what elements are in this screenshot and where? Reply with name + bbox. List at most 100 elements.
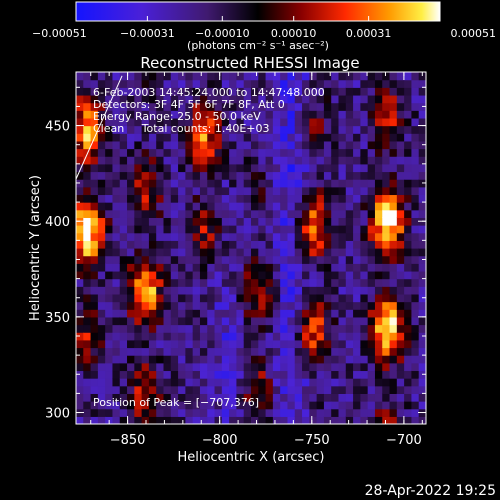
heatmap-cell xyxy=(214,309,223,318)
heatmap-cell xyxy=(141,278,150,287)
heatmap-cell xyxy=(280,270,289,280)
heatmap-cell xyxy=(163,156,172,165)
heatmap-cell xyxy=(272,72,281,81)
heatmap-cell xyxy=(134,156,143,165)
heatmap-cell xyxy=(90,316,99,326)
heatmap-cell xyxy=(163,194,172,203)
heatmap-cell xyxy=(287,316,296,326)
heatmap-cell xyxy=(323,94,332,104)
heatmap-cell xyxy=(251,125,259,134)
heatmap-cell xyxy=(163,248,172,257)
heatmap-cell xyxy=(280,202,289,211)
heatmap-cell xyxy=(119,408,128,417)
heatmap-cell xyxy=(221,286,230,295)
heatmap-cell xyxy=(229,225,238,234)
heatmap-cell xyxy=(83,316,92,326)
heatmap-cell xyxy=(221,125,230,134)
heatmap-cell xyxy=(192,255,201,264)
heatmap-cell xyxy=(192,301,201,310)
heatmap-cell xyxy=(331,209,340,218)
heatmap-cell xyxy=(374,117,383,127)
heatmap-cell xyxy=(367,263,376,272)
heatmap-cell xyxy=(360,248,369,257)
heatmap-cell xyxy=(316,286,325,295)
heatmap-cell xyxy=(90,339,99,349)
heatmap-cell xyxy=(389,117,398,127)
heatmap-cell xyxy=(302,225,310,234)
heatmap-cell xyxy=(258,248,267,257)
heatmap-cell xyxy=(90,408,99,417)
heatmap-cell xyxy=(382,225,391,234)
heatmap-cell xyxy=(382,370,391,379)
heatmap-cell xyxy=(272,286,281,295)
heatmap-cell xyxy=(105,117,114,127)
heatmap-cell xyxy=(367,278,376,287)
heatmap-cell xyxy=(258,110,267,119)
heatmap-cell xyxy=(134,393,143,402)
heatmap-cell xyxy=(90,202,99,211)
heatmap-cell xyxy=(418,316,426,326)
heatmap-cell xyxy=(389,225,398,234)
heatmap-cell xyxy=(294,186,303,196)
heatmap-cell xyxy=(411,179,420,188)
heatmap-cell xyxy=(265,133,274,142)
heatmap-cell xyxy=(389,87,398,96)
heatmap-cell xyxy=(170,370,179,379)
heatmap-cell xyxy=(127,102,135,111)
heatmap-cell xyxy=(258,301,267,310)
heatmap-cell xyxy=(221,270,230,280)
heatmap-cell xyxy=(396,209,405,218)
heatmap-cell xyxy=(243,110,252,119)
heatmap-cell xyxy=(185,378,194,387)
heatmap-cell xyxy=(331,347,340,356)
heatmap-cell xyxy=(214,148,223,157)
heatmap-cell xyxy=(389,171,398,180)
heatmap-cell xyxy=(389,202,398,211)
heatmap-cell xyxy=(251,248,259,257)
heatmap-cell xyxy=(148,140,157,150)
heatmap-cell xyxy=(156,278,165,287)
heatmap-cell xyxy=(353,232,361,241)
heatmap-cell xyxy=(411,378,420,387)
heatmap-cell xyxy=(119,171,128,180)
heatmap-cell xyxy=(170,270,179,280)
heatmap-cell xyxy=(192,194,201,203)
heatmap-cell xyxy=(97,408,106,417)
heatmap-cell xyxy=(214,248,223,257)
heatmap-cell xyxy=(258,416,267,424)
heatmap-cell xyxy=(360,278,369,287)
heatmap-cell xyxy=(83,240,92,249)
heatmap-cell xyxy=(404,370,413,379)
heatmap-cell xyxy=(156,362,165,372)
heatmap-cell xyxy=(178,117,186,127)
heatmap-cell xyxy=(396,94,405,104)
heatmap-cell xyxy=(229,171,238,180)
heatmap-cell xyxy=(258,125,267,134)
heatmap-cell xyxy=(156,293,165,303)
heatmap-cell xyxy=(338,416,347,424)
heatmap-cell xyxy=(141,194,150,203)
heatmap-cell xyxy=(411,94,420,104)
heatmap-cell xyxy=(236,148,245,157)
heatmap-cell xyxy=(258,117,267,127)
heatmap-cell xyxy=(345,355,354,364)
heatmap-cell xyxy=(396,194,405,203)
heatmap-cell xyxy=(97,133,106,142)
heatmap-cell xyxy=(294,416,303,424)
heatmap-cell xyxy=(83,408,92,417)
heatmap-cell xyxy=(229,217,238,226)
heatmap-cell xyxy=(404,225,413,234)
heatmap-cell xyxy=(323,209,332,218)
heatmap-cell xyxy=(302,209,310,218)
heatmap-cell xyxy=(374,163,383,173)
heatmap-cell xyxy=(221,378,230,387)
heatmap-cell xyxy=(374,339,383,349)
heatmap-cell xyxy=(309,102,318,111)
heatmap-cell xyxy=(345,225,354,234)
heatmap-cell xyxy=(309,87,318,96)
heatmap-cell xyxy=(258,309,267,318)
solar-limb-line xyxy=(76,75,123,180)
heatmap-cell xyxy=(396,163,405,173)
heatmap-cell xyxy=(112,110,121,119)
heatmap-cell xyxy=(90,140,99,150)
